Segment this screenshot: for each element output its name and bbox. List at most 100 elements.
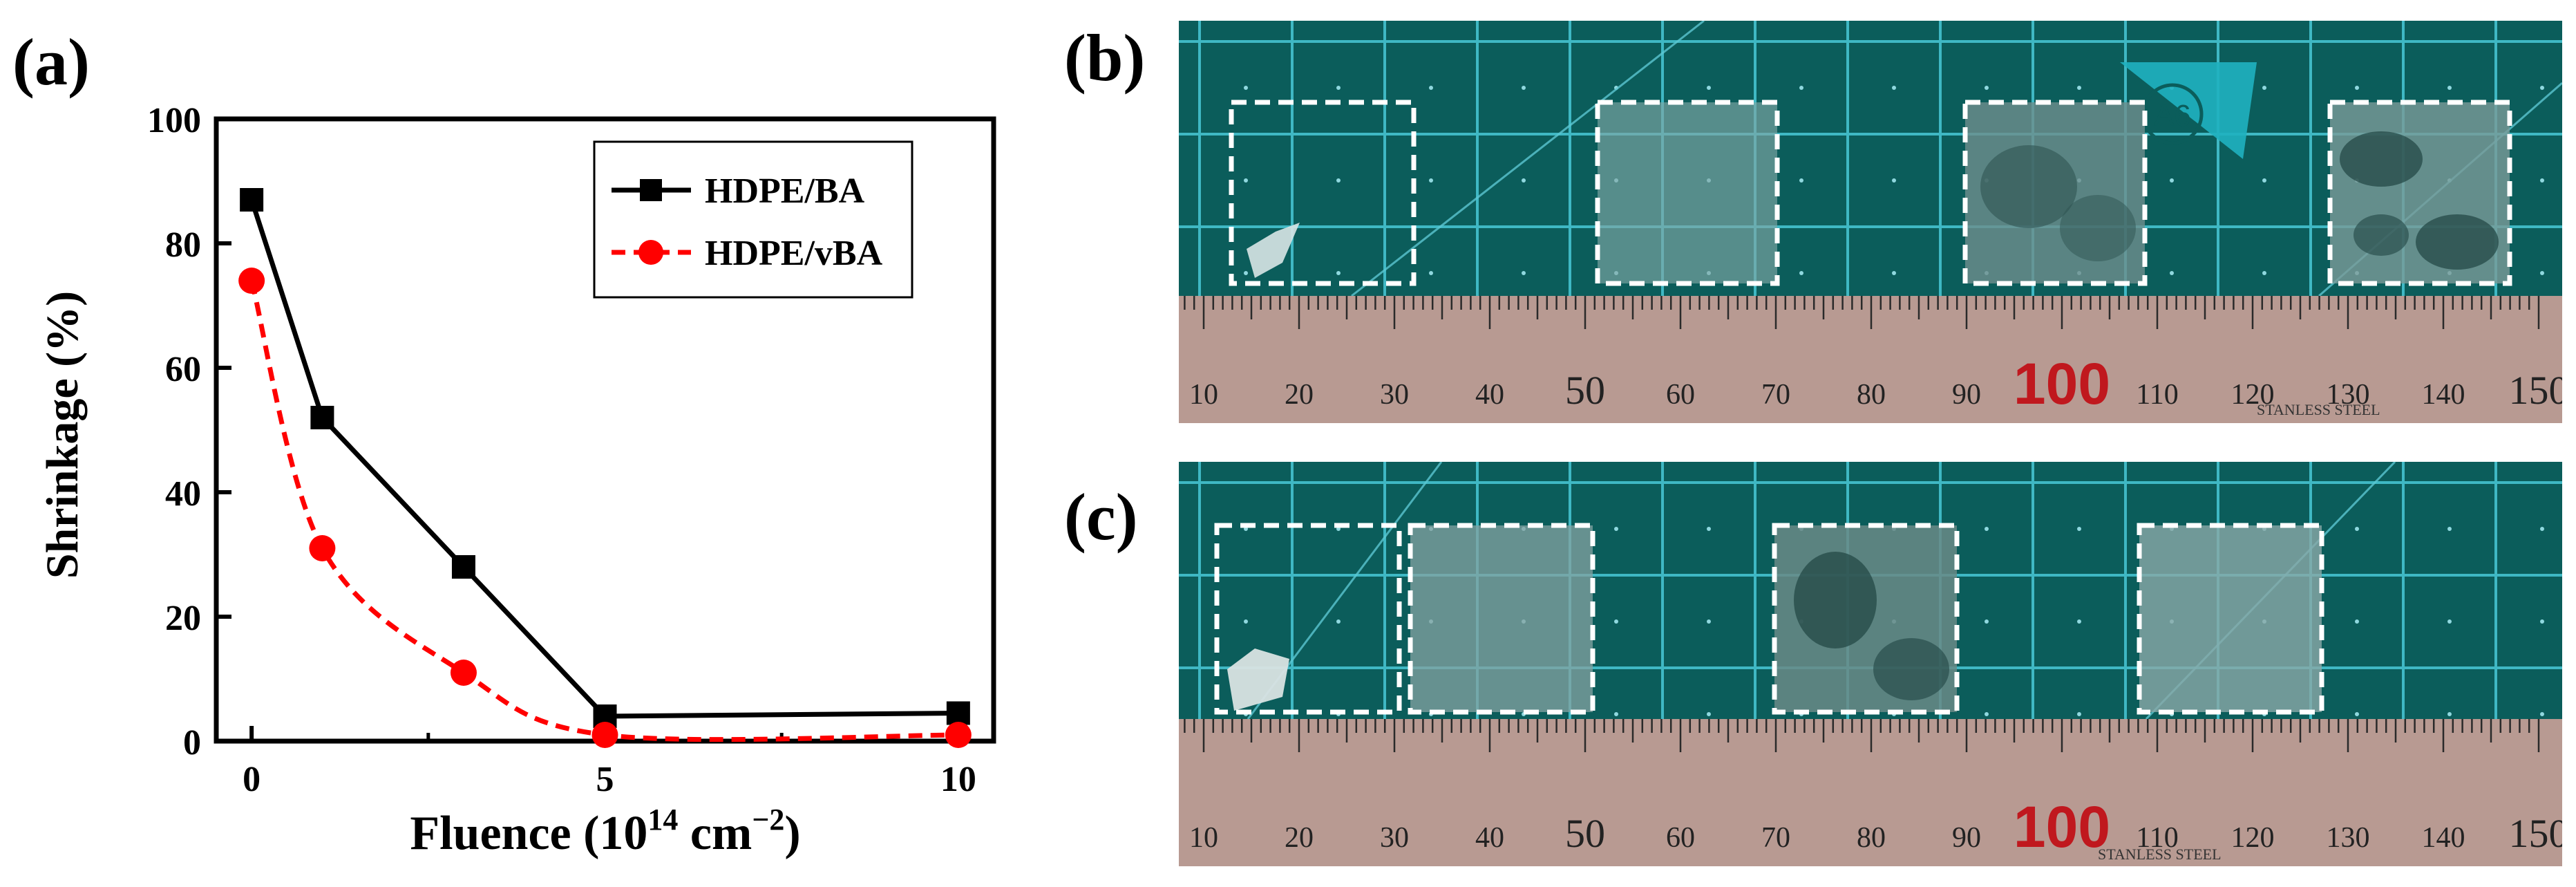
grid-dot bbox=[1336, 619, 1341, 624]
ruler-label: 110 bbox=[2136, 379, 2178, 411]
grid-dot bbox=[1614, 712, 1618, 716]
legend-label: HDPE/BA bbox=[705, 171, 865, 211]
grid-dot bbox=[1244, 271, 1248, 275]
grid-dot bbox=[1707, 86, 1711, 90]
panel-label-c: (c) bbox=[1064, 480, 1138, 554]
grid-dot bbox=[2355, 712, 2359, 716]
ruler-label: 60 bbox=[1666, 379, 1695, 411]
sample-b4 bbox=[2327, 100, 2512, 286]
legend-marker bbox=[638, 240, 663, 265]
grid-dot bbox=[2077, 527, 2081, 531]
ruler-label: 100 bbox=[2014, 794, 2110, 859]
grid-dot bbox=[1985, 86, 1989, 90]
data-point bbox=[309, 535, 336, 561]
shrinkage-chart: 0 20 40 60 80 100 0 5 10 HDPE/BA HDPE/vBA Shrinka… bbox=[37, 101, 996, 860]
data-point bbox=[450, 660, 477, 686]
ruler-label: 110 bbox=[2136, 822, 2178, 854]
grid-dot bbox=[2447, 86, 2452, 90]
grid-dot bbox=[1799, 271, 1803, 275]
grid-dot bbox=[1799, 86, 1803, 90]
grid-dot bbox=[1244, 178, 1248, 183]
grid-dot bbox=[1707, 619, 1711, 624]
sample-b3 bbox=[1962, 100, 2148, 286]
grid-dot bbox=[1429, 271, 1433, 275]
grid-dot bbox=[1707, 527, 1711, 531]
x-axis-label-sup1: 14 bbox=[647, 803, 678, 837]
data-point bbox=[451, 555, 475, 579]
ruler-label: 120 bbox=[2231, 379, 2275, 411]
grid-dot bbox=[1985, 712, 1989, 716]
legend-label: HDPE/vBA bbox=[705, 234, 883, 273]
legend-box bbox=[593, 140, 913, 299]
x-tick-label: 5 bbox=[596, 760, 614, 799]
grid-dot bbox=[2540, 619, 2544, 624]
photo-c-scene: 10 20 30 40 50 60 70 80 90 100 110 120 130 140 150 STA… bbox=[1179, 462, 2562, 866]
y-tick-label: 100 bbox=[147, 101, 201, 140]
ruler-label: 100 bbox=[2014, 351, 2110, 416]
grid-dot bbox=[1799, 178, 1803, 183]
y-tick-label: 40 bbox=[165, 474, 201, 514]
grid-dot bbox=[2540, 527, 2544, 531]
grid-dot bbox=[1244, 619, 1248, 624]
y-tick-label: 0 bbox=[183, 723, 201, 763]
x-axis-label-mid: cm bbox=[678, 807, 752, 860]
grid-dot bbox=[1522, 86, 1526, 90]
ruler-label: 120 bbox=[2231, 822, 2275, 854]
ruler-label: 150 bbox=[2509, 368, 2563, 413]
ruler-label: 50 bbox=[1565, 811, 1605, 856]
photo-b: A6 10 20 30 40 50 60 70 80 90 100 110 120 130 140 150 … bbox=[1179, 21, 2562, 423]
steel-ruler: 10 20 30 40 50 60 70 80 90 100 110 120 130 140 150 bbox=[1184, 296, 2562, 416]
mat-tag-a6: A6 bbox=[2154, 99, 2191, 133]
legend-marker bbox=[640, 179, 662, 201]
ruler-label: 50 bbox=[1565, 368, 1605, 413]
grid-dot bbox=[1336, 86, 1341, 90]
ruler-label: 60 bbox=[1666, 822, 1695, 854]
grid-dot bbox=[1244, 86, 1248, 90]
ruler-label: 10 bbox=[1189, 822, 1218, 854]
grid-dot bbox=[1892, 86, 1896, 90]
data-point bbox=[946, 701, 970, 725]
sample-c2 bbox=[1408, 523, 1595, 715]
ruler-label: 20 bbox=[1285, 822, 1314, 854]
grid-dot bbox=[2540, 271, 2544, 275]
photo-b-scene: A6 10 20 30 40 50 60 70 80 90 100 110 120 130 140 150 … bbox=[1179, 21, 2562, 423]
panel-label-b: (b) bbox=[1064, 21, 1146, 95]
sample-c4 bbox=[2137, 523, 2324, 715]
grid-dot bbox=[1985, 527, 1989, 531]
ruler-label: 70 bbox=[1761, 822, 1790, 854]
grid-dot bbox=[2077, 712, 2081, 716]
grid-dot bbox=[1522, 178, 1526, 183]
grid-dot bbox=[1336, 271, 1341, 275]
grid-dot bbox=[2077, 86, 2081, 90]
grid-dot bbox=[2077, 619, 2081, 624]
grid-dot bbox=[1614, 619, 1618, 624]
ruler-label: 150 bbox=[2509, 811, 2563, 856]
x-tick-label: 0 bbox=[243, 760, 261, 799]
grid-dot bbox=[2262, 178, 2266, 183]
sample-c1 bbox=[1214, 523, 1402, 715]
ruler-label: 30 bbox=[1380, 379, 1409, 411]
steel-ruler: 10 20 30 40 50 60 70 80 90 100 110 120 130 140 150 bbox=[1184, 719, 2562, 859]
grid-dot bbox=[1614, 527, 1618, 531]
grid-dot bbox=[2540, 178, 2544, 183]
sample-c3 bbox=[1772, 523, 1960, 715]
ruler-label: 80 bbox=[1857, 379, 1886, 411]
grid-dot bbox=[1707, 712, 1711, 716]
ruler-label: 40 bbox=[1475, 379, 1504, 411]
ruler-label: 20 bbox=[1285, 379, 1314, 411]
data-point bbox=[945, 722, 972, 748]
grid-dot bbox=[2355, 527, 2359, 531]
grid-dot bbox=[2447, 527, 2452, 531]
ruler-label: 80 bbox=[1857, 822, 1886, 854]
chart-series bbox=[238, 188, 972, 748]
data-point bbox=[591, 722, 618, 748]
grid-dot bbox=[2540, 712, 2544, 716]
data-point bbox=[240, 188, 264, 212]
grid-dot bbox=[1429, 86, 1433, 90]
grid-dot bbox=[1892, 271, 1896, 275]
ruler-brand: STANLESS STEEL bbox=[2257, 401, 2380, 418]
x-axis-label-end: ) bbox=[784, 807, 800, 860]
photo-c: 10 20 30 40 50 60 70 80 90 100 110 120 130 140 150 STA… bbox=[1179, 462, 2562, 866]
grid-dot bbox=[2170, 178, 2174, 183]
x-axis-label: Fluence (1014 cm−2) bbox=[410, 803, 800, 860]
